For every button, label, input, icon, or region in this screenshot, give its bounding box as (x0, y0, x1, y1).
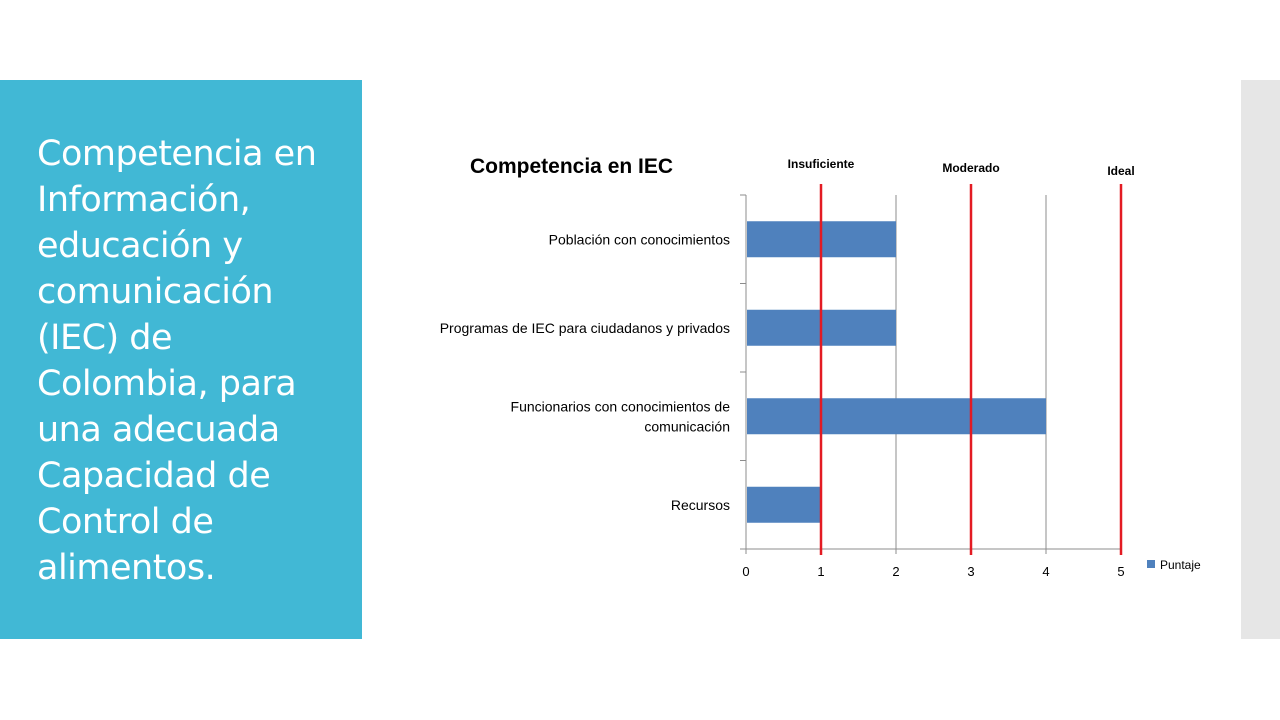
chart-title: Competencia en IEC (470, 155, 673, 178)
x-tick-label: 4 (1042, 564, 1049, 579)
category-label: Programas de IEC para ciudadanos y priva… (440, 320, 730, 336)
reference-label: Moderado (942, 161, 999, 175)
bar (747, 486, 821, 523)
category-label: Funcionarios con conocimientos de comunic… (511, 398, 731, 434)
side-strip (1241, 80, 1280, 639)
reference-label: Insuficiente (788, 157, 855, 171)
x-tick-label: 0 (742, 564, 749, 579)
legend-swatch (1147, 560, 1155, 568)
category-label: Recursos (671, 497, 730, 513)
x-tick-label: 5 (1117, 564, 1124, 579)
category-label: Población con conocimientos (549, 231, 730, 247)
x-tick-label: 2 (892, 564, 899, 579)
x-tick-label: 3 (967, 564, 974, 579)
bar (747, 398, 1046, 435)
x-tick-label: 1 (817, 564, 824, 579)
title-panel (0, 80, 362, 639)
slide-title: Competencia en Información, educación y … (37, 134, 317, 588)
legend-label: Puntaje (1160, 558, 1201, 572)
reference-label: Ideal (1107, 164, 1134, 178)
